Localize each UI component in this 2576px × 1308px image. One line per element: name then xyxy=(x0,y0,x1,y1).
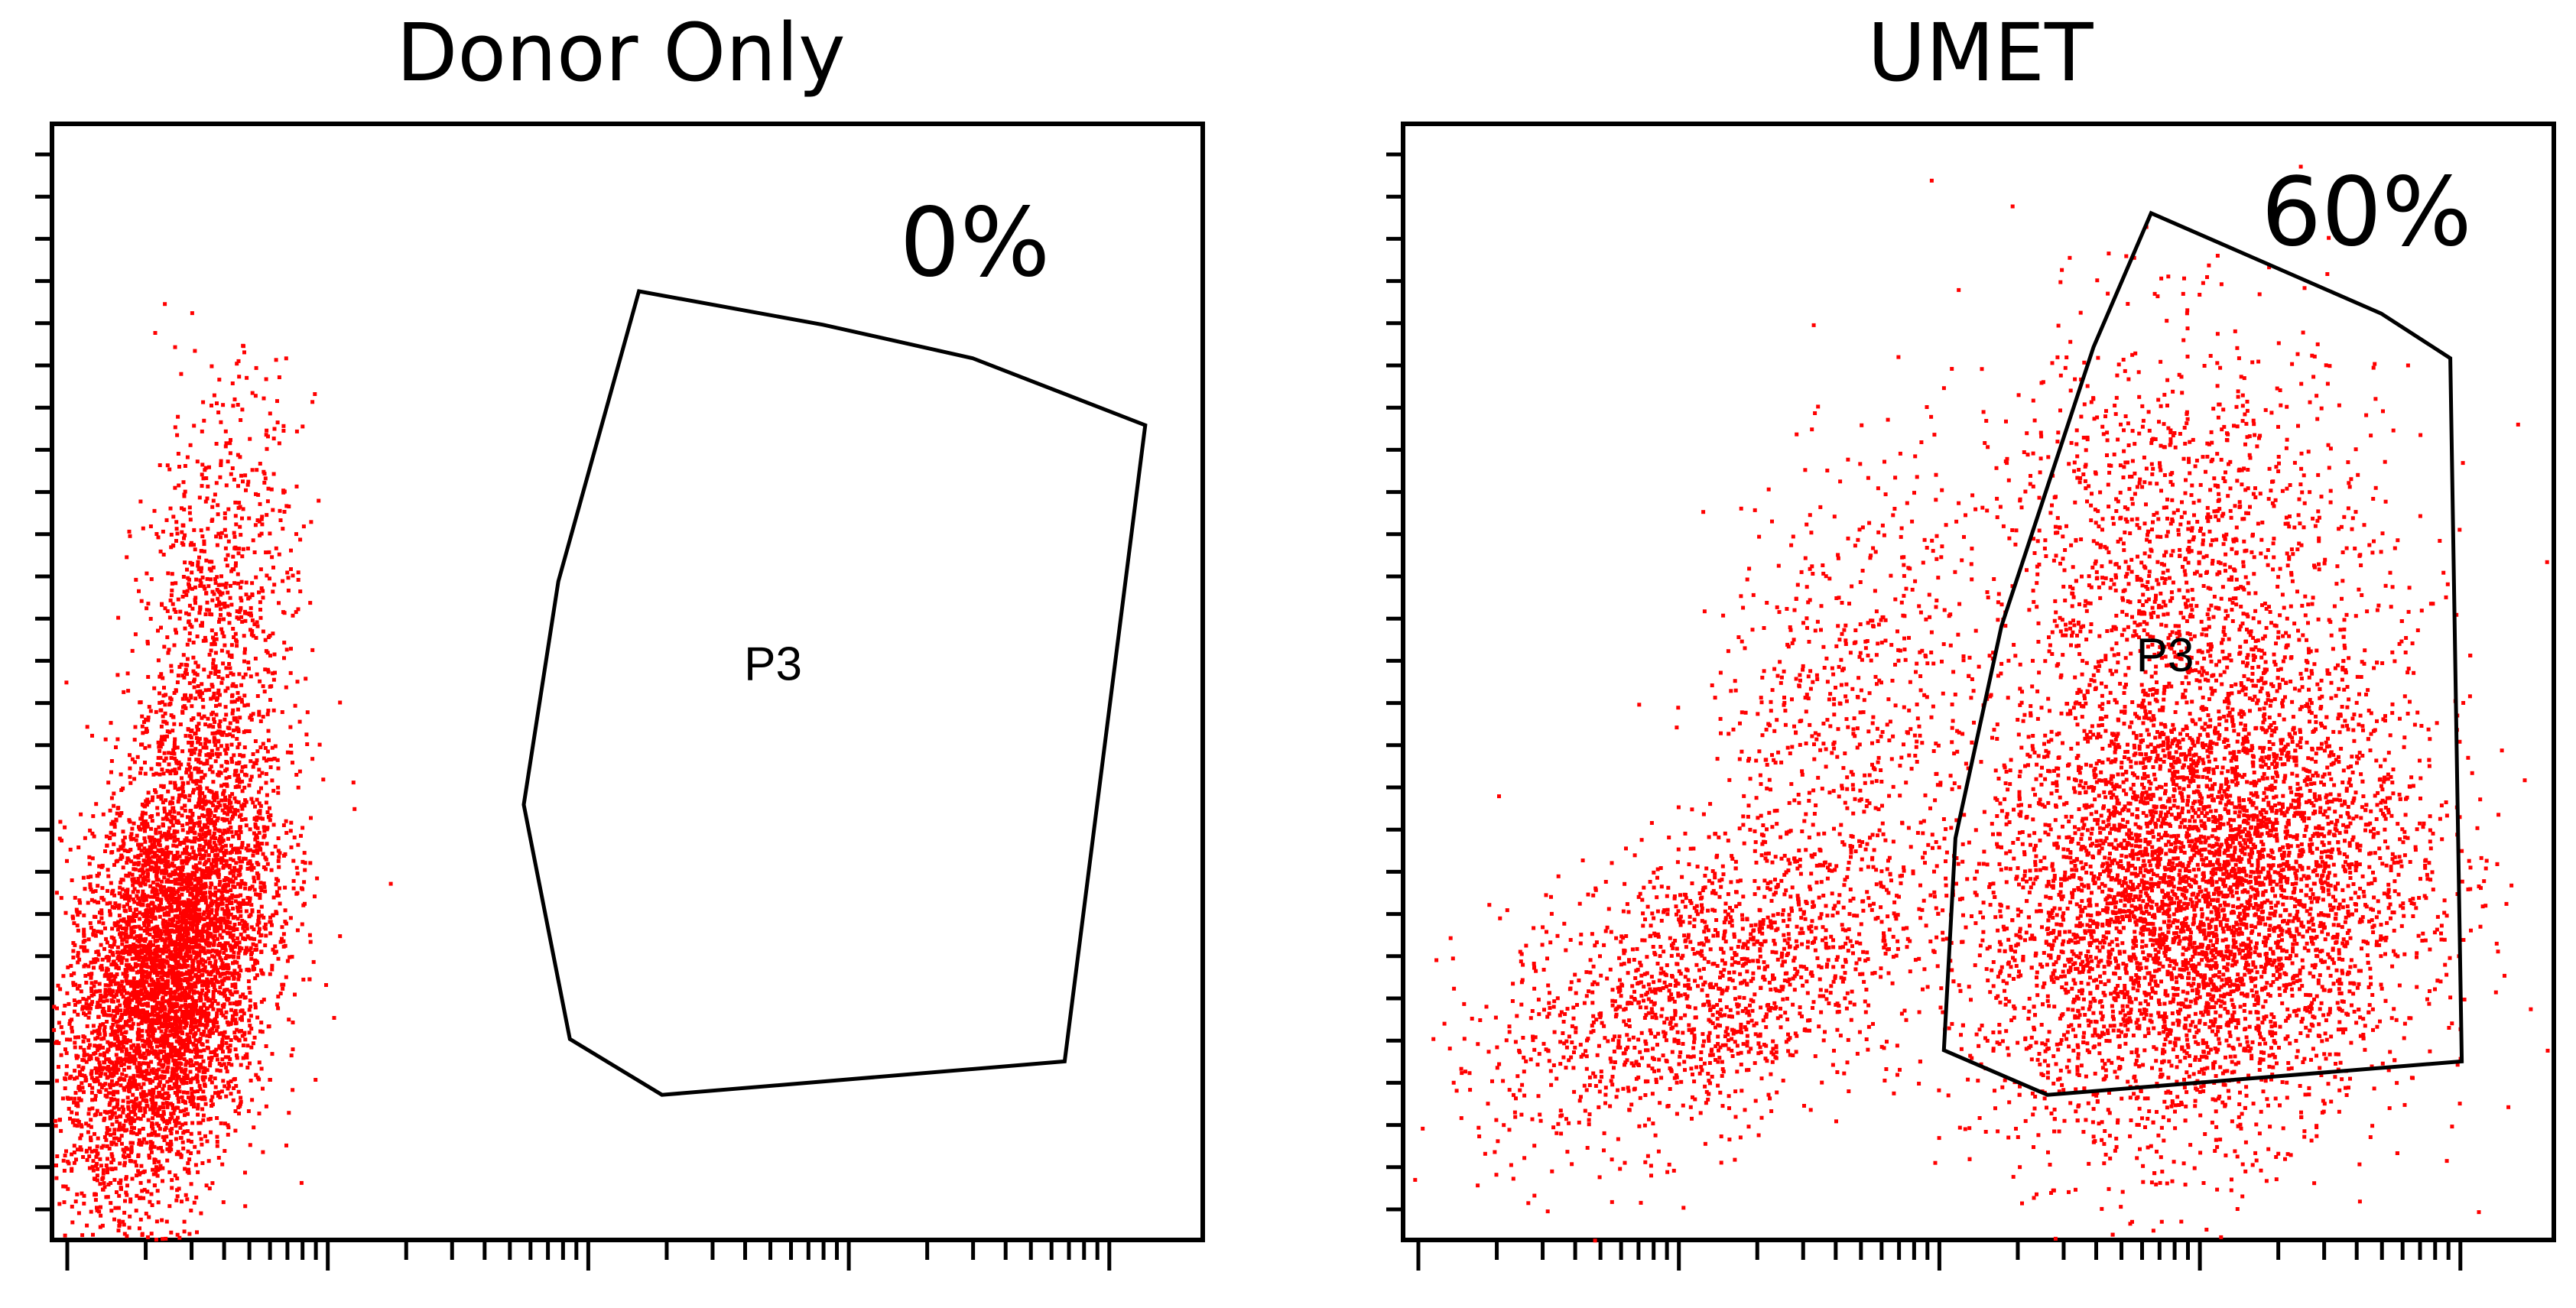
gate-polygon-p3-umet xyxy=(1941,210,2464,1097)
panel-title-umet: UMET xyxy=(1867,6,2094,99)
panel-umet: UMET P3 60% xyxy=(1386,6,2556,1271)
panel-title-donor-only: Donor Only xyxy=(396,6,845,99)
gate-label-p3-donor-only: P3 xyxy=(744,638,802,690)
scatter-points-donor-only xyxy=(52,302,393,1241)
scatter-points-umet xyxy=(1413,164,2550,1243)
axis-ticks-donor-only xyxy=(35,152,1112,1271)
percent-label-umet: 60% xyxy=(2261,157,2472,268)
gate-polygon-p3-donor-only xyxy=(521,289,1148,1097)
plot-frame-donor-only xyxy=(50,122,1205,1242)
gate-label-p3-umet: P3 xyxy=(2136,629,2194,682)
panel-donor-only: Donor Only P3 0% xyxy=(35,6,1205,1271)
plot-frame-umet xyxy=(1401,122,2556,1242)
axis-ticks-umet xyxy=(1386,152,2463,1271)
percent-label-donor-only: 0% xyxy=(900,188,1051,298)
